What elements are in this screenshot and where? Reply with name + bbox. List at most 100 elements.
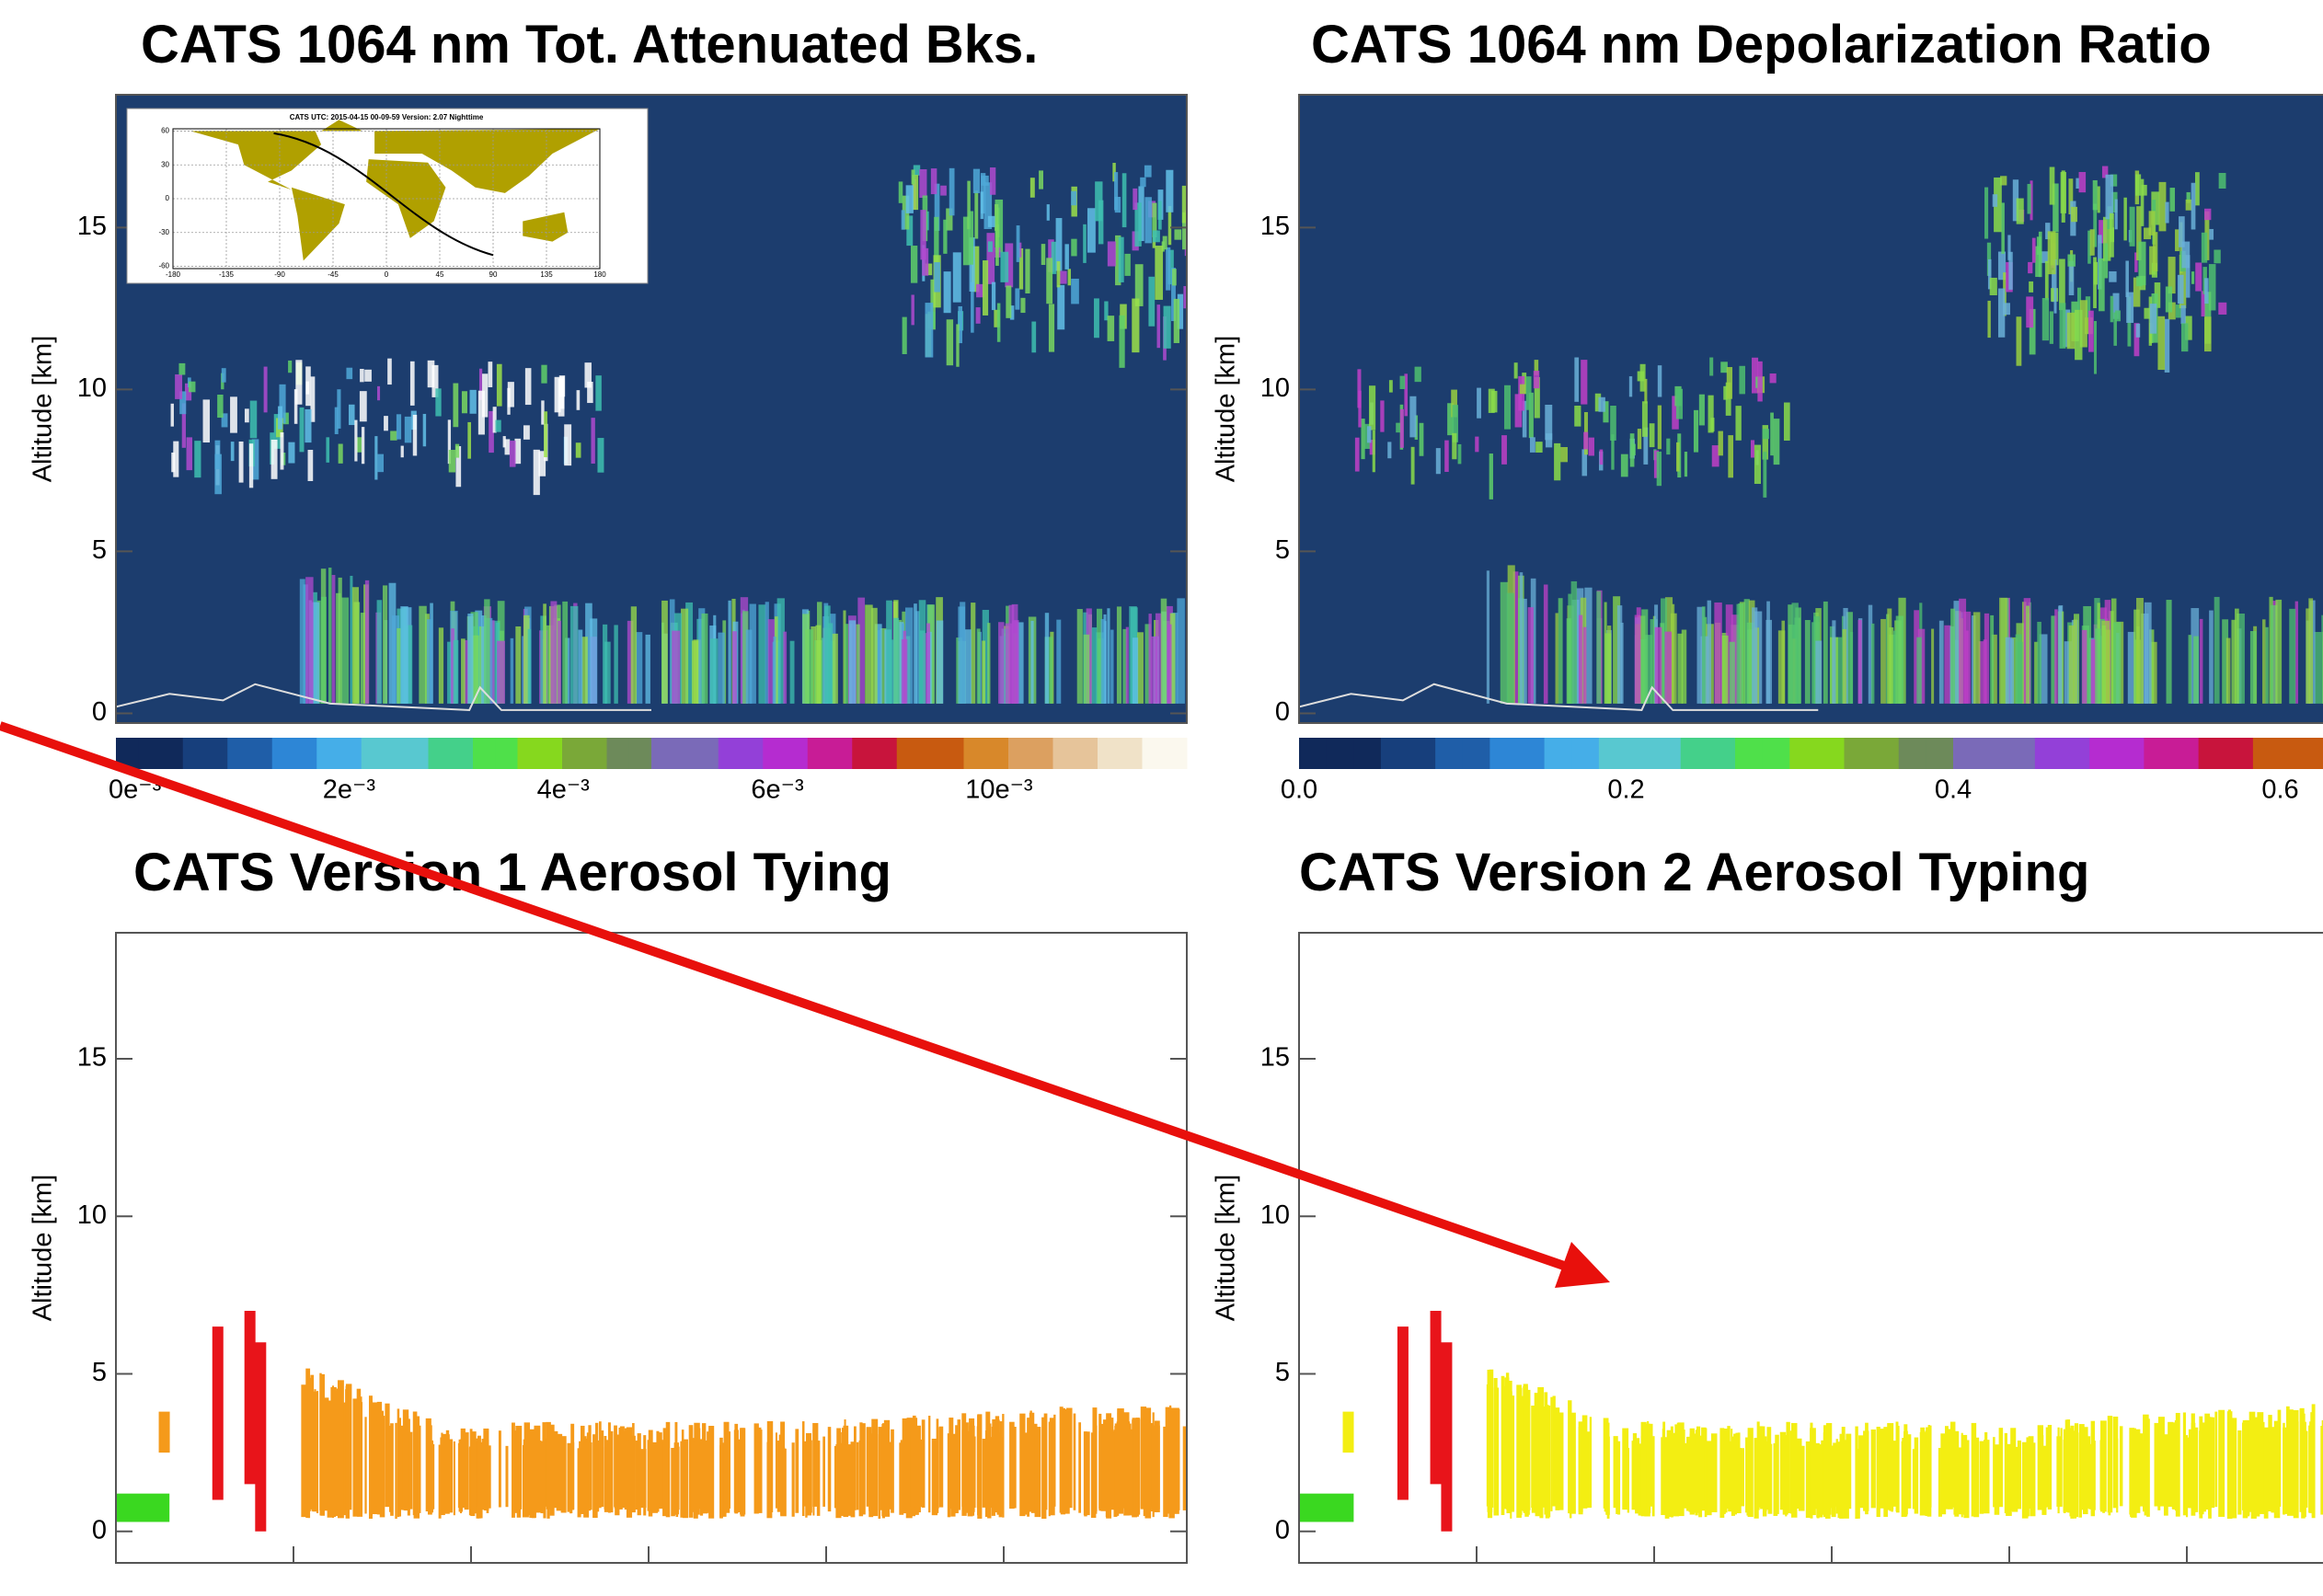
colorbar-label: 0.0 [1281,775,1317,805]
backscatter-texture [1711,445,1719,467]
colorbar-segment [1462,738,1490,769]
backscatter-texture [1133,188,1138,211]
colorbar-segment [517,738,541,769]
backscatter-texture [2134,174,2142,196]
colorbar-segment [1544,738,1572,769]
backscatter-texture [1777,630,1786,704]
backscatter-texture [603,624,608,704]
aerosol-layer [431,1440,434,1513]
backscatter-texture [910,246,918,283]
aerosol-layer [1738,1448,1744,1507]
aerosol-layer [1958,1447,1964,1515]
aerosol-layer [2182,1412,2186,1516]
colorbar-segment [562,738,585,769]
backscatter-texture [382,585,388,704]
aerosol-layer [1182,1426,1187,1510]
backscatter-texture [2235,608,2239,704]
backscatter-texture [469,389,477,414]
backscatter-texture [1056,261,1061,288]
backscatter-texture [982,609,989,704]
aerosol-layer [1493,1387,1500,1516]
backscatter-texture [1366,426,1372,443]
backscatter-texture [1006,285,1012,318]
backscatter-texture [1545,404,1553,441]
aerosol-layer [1117,1408,1124,1509]
backscatter-texture [2204,208,2212,221]
backscatter-texture [1791,603,1799,704]
aerosol-layer [2143,1440,2145,1512]
backscatter-texture [1584,587,1593,704]
backscatter-texture [1868,604,1873,704]
backscatter-texture [1030,620,1034,704]
backscatter-texture [1098,200,1104,245]
backscatter-texture [541,400,545,425]
backscatter-texture [1675,388,1684,419]
aerosol-layer [1584,1431,1592,1509]
aerosol-layer [881,1424,886,1517]
aerosol-layer [627,1440,629,1516]
panel-title: CATS 1064 nm Depolarization Ratio [1311,15,2212,75]
backscatter-texture [299,407,305,453]
backscatter-texture [2204,278,2209,304]
backscatter-texture [2081,629,2087,704]
backscatter-texture [758,604,766,704]
backscatter-texture [1987,258,1992,290]
aerosol-layer [464,1432,469,1510]
colorbar-segment [852,738,875,769]
aerosol-layer [2204,1415,2208,1510]
aerosol-layer [1839,1433,1843,1518]
backscatter-texture [2016,198,2024,224]
backscatter-texture [1140,177,1146,188]
backscatter-texture [892,617,900,704]
aerosol-layer [1884,1441,1888,1509]
backscatter-texture [1504,385,1512,430]
backscatter-texture [2110,295,2114,323]
backscatter-texture [943,219,948,254]
backscatter-texture [1519,384,1526,395]
backscatter-texture [2041,251,2049,263]
backscatter-texture [903,630,907,704]
inset-y-tick-label: 60 [161,127,169,135]
backscatter-texture [400,445,404,458]
backscatter-texture [995,224,999,266]
aerosol-layer [2299,1407,2305,1507]
backscatter-texture [1535,442,1543,453]
aerosol-layer [1927,1425,1930,1515]
backscatter-texture [904,607,914,704]
colorbar-segment [2116,738,2145,769]
backscatter-texture [2123,197,2127,241]
backscatter-texture [811,626,816,704]
aerosol-layer [579,1441,582,1512]
backscatter-texture [1380,400,1385,432]
aerosol-layer [2305,1430,2308,1509]
aerosol-layer [754,1428,760,1511]
backscatter-texture [1451,389,1457,418]
aerosol-layer [1696,1427,1699,1510]
backscatter-texture [2175,304,2181,318]
backscatter-texture [1005,243,1014,288]
backscatter-texture [1596,591,1602,704]
colorbar-segment [1898,738,1926,769]
backscatter-texture [749,603,756,704]
backscatter-texture [940,185,947,196]
aerosol-layer [1640,1436,1647,1508]
aerosol-layer [1870,1429,1876,1509]
aerosol-layer [2021,1441,2029,1519]
aerosol-layer [1674,1424,1678,1517]
backscatter-texture [2098,618,2106,704]
aerosol-layer [1669,1434,1676,1513]
backscatter-texture [855,624,860,704]
colorbar-segment [1326,738,1354,769]
aerosol-layer [1938,1447,1942,1517]
backscatter-texture [354,419,358,462]
aerosol-layer [567,1442,572,1512]
y-tick-label: 0 [92,697,107,727]
backscatter-texture [2191,271,2195,284]
backscatter-texture [587,382,593,404]
backscatter-texture [2218,302,2227,315]
colorbar-segment [1626,738,1654,769]
colorbar-segment [1598,738,1627,769]
aerosol-layer [873,1426,876,1511]
colorbar-segment [1353,738,1382,769]
aerosol-layer [1153,1425,1160,1512]
